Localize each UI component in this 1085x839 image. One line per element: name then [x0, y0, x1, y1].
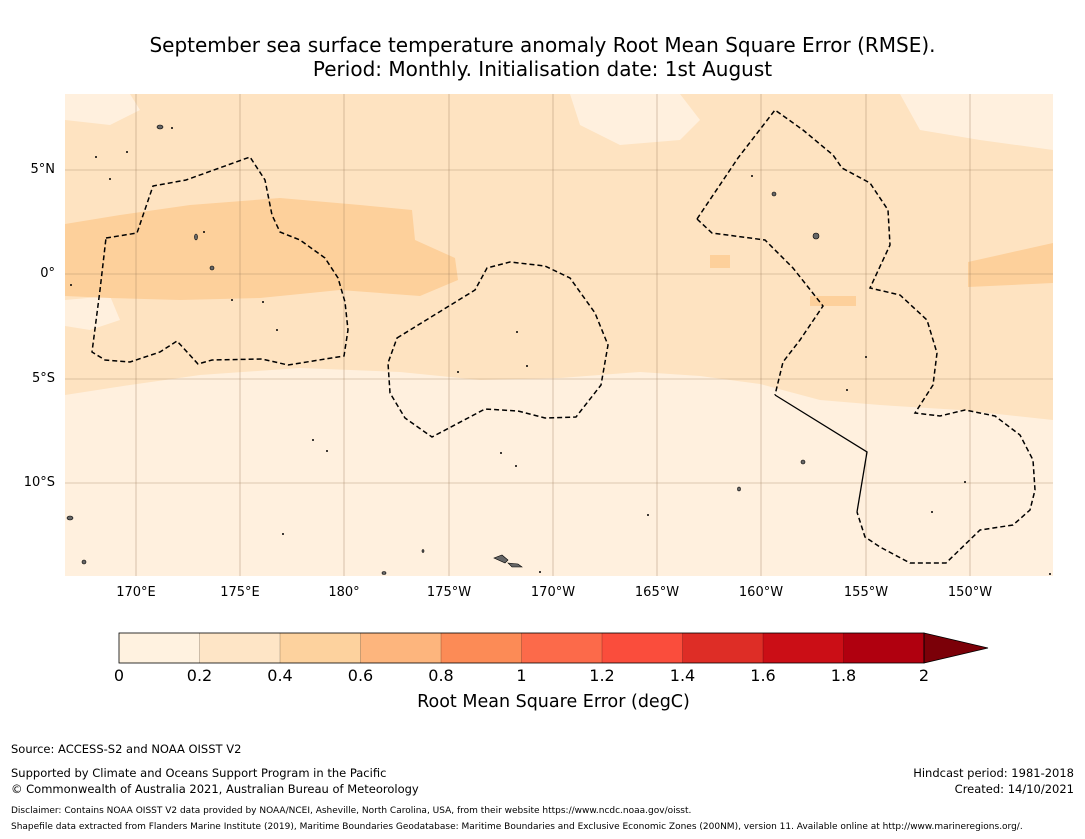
colorbar-tick-label: 1.4	[669, 666, 696, 685]
colorbar-tick-label: 0.4	[267, 666, 293, 685]
lon-label: 175°W	[426, 585, 472, 600]
colorbar-tick-label: 1	[516, 666, 527, 685]
samoa-island	[493, 554, 509, 564]
eez-kiribati-phoenix	[387, 261, 609, 438]
mid-rmse-regions	[65, 198, 1053, 306]
copyright-text: © Commonwealth of Australia 2021, Austra…	[11, 782, 419, 796]
chart-title-line2: Period: Monthly. Initialisation date: 1s…	[312, 57, 773, 81]
colorbar-swatch	[602, 633, 683, 663]
lat-label: 10°S	[23, 475, 55, 490]
colorbar-swatch	[682, 633, 764, 663]
colorbar-swatch	[521, 633, 603, 663]
colorbar-swatch	[119, 633, 200, 663]
colorbar-title: Root Mean Square Error (degC)	[417, 692, 690, 712]
colorbar-outline	[118, 632, 925, 664]
colorbar-tick-label: 0.8	[428, 666, 454, 685]
supported-text: Supported by Climate and Oceans Support …	[11, 766, 387, 780]
eez-line-south	[696, 218, 824, 396]
lon-label: 170°W	[530, 585, 576, 600]
islands	[66, 124, 820, 575]
eez-solid-boundary	[774, 394, 868, 513]
shapefile-credit: Shapefile data extracted from Flanders M…	[11, 822, 1023, 832]
colorbar-swatch	[763, 633, 844, 663]
colorbar-tick-label: 1.2	[589, 666, 615, 685]
lon-label: 180°	[328, 585, 360, 600]
colorbar-swatch	[199, 633, 281, 663]
colorbar-swatch	[843, 633, 925, 663]
colorbar-tick-label: 0	[113, 666, 125, 685]
eez-boundaries	[91, 108, 1036, 564]
colorbar-tick-label: 2	[918, 666, 930, 685]
eez-kiribati-line	[696, 108, 1036, 564]
samoa-island	[507, 562, 523, 568]
colorbar-tick-label: 0.2	[186, 666, 213, 685]
hindcast-period: Hindcast period: 1981-2018	[913, 766, 1074, 780]
created-date: Created: 14/10/2021	[954, 782, 1074, 796]
lat-label: 5°N	[30, 162, 56, 177]
colorbar-swatch	[441, 633, 522, 663]
lon-label: 165°W	[634, 585, 680, 600]
atolls	[70, 127, 1051, 575]
colorbar-extend-arrow	[923, 632, 989, 664]
low-rmse-regions	[65, 94, 1053, 576]
lat-label: 0°	[40, 266, 55, 281]
source-text: Source: ACCESS-S2 and NOAA OISST V2	[11, 742, 242, 756]
lon-label: 170°E	[116, 585, 156, 600]
colorbar-swatches	[119, 633, 925, 663]
eez-kiribati-gilbert	[91, 156, 349, 366]
colorbar-tick-label: 0.6	[347, 666, 374, 685]
lat-label: 5°S	[31, 371, 55, 386]
disclaimer-text: Disclaimer: Contains NOAA OISST V2 data …	[11, 806, 692, 816]
lon-label: 155°W	[843, 585, 889, 600]
colorbar-tick-label: 1.6	[750, 666, 776, 685]
colorbar-swatch	[360, 633, 442, 663]
chart-title-line1: September sea surface temperature anomal…	[149, 33, 936, 57]
colorbar-tick-label: 1.8	[830, 666, 857, 685]
rmse-map	[65, 94, 1053, 576]
gridlines	[65, 94, 1053, 576]
lon-label: 175°E	[220, 585, 260, 600]
lon-label: 160°W	[738, 585, 784, 600]
lon-label: 150°W	[947, 585, 993, 600]
colorbar-swatch	[280, 633, 361, 663]
